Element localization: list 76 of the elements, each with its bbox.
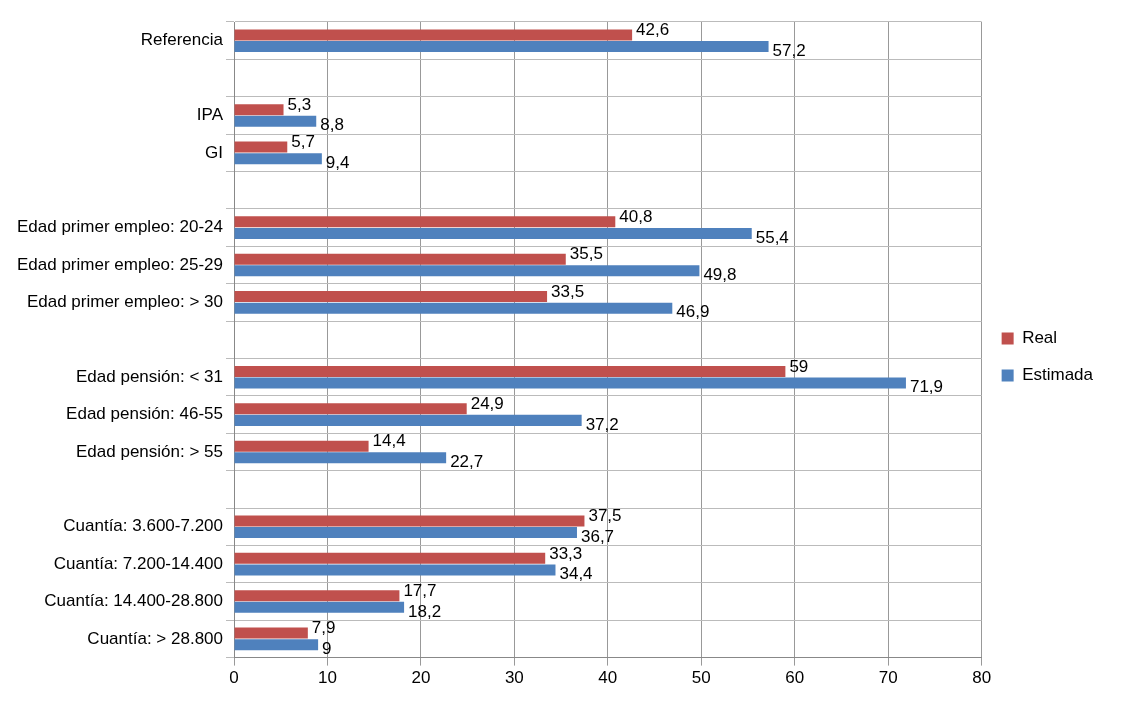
x-tick-label: 70 (878, 668, 898, 688)
legend-label: Real (1022, 328, 1058, 348)
bar (234, 527, 577, 539)
x-tick-label: 80 (972, 668, 992, 688)
data-label: 34,4 (559, 564, 593, 584)
y-tick-label: Edad primer empleo: 25-29 (16, 254, 223, 274)
data-label: 42,6 (636, 20, 670, 40)
data-label: 24,9 (470, 393, 504, 413)
bar (234, 627, 308, 639)
bar (234, 302, 673, 314)
data-label: 36,7 (580, 526, 615, 546)
bar (234, 552, 546, 564)
bar (234, 29, 633, 41)
x-tick-label: 10 (317, 668, 337, 688)
data-label: 8,8 (320, 115, 344, 135)
data-label: 7,9 (311, 618, 336, 638)
data-label: 17,7 (403, 580, 437, 600)
bar (234, 377, 906, 389)
bar (234, 216, 616, 228)
x-tick-label: 30 (504, 668, 524, 688)
data-label: 37,5 (588, 506, 622, 526)
bar (234, 40, 769, 52)
bar (234, 564, 556, 576)
bar (234, 141, 288, 153)
data-label: 9 (322, 638, 332, 658)
bar (234, 414, 582, 426)
data-label: 40,8 (619, 207, 653, 227)
bar (234, 115, 317, 127)
bar (234, 291, 548, 303)
y-tick-label: Edad pensión: 46-55 (66, 404, 223, 424)
x-tick-label: 60 (785, 668, 805, 688)
x-tick-label: 0 (229, 668, 239, 688)
x-tick-label: 20 (411, 668, 431, 688)
y-tick-label: Cuantía: > 28.800 (87, 628, 223, 648)
data-label: 18,2 (408, 601, 442, 621)
bar (234, 104, 284, 116)
data-label: 33,5 (551, 281, 585, 301)
y-tick-label: Edad pensión: < 31 (76, 366, 223, 386)
bar (234, 265, 700, 277)
bar (234, 227, 752, 239)
data-label: 33,3 (549, 543, 583, 563)
y-tick-label: GI (205, 142, 223, 162)
bar (234, 440, 369, 452)
y-tick-label: Edad primer empleo: > 30 (26, 292, 223, 312)
bar (234, 452, 447, 464)
data-label: 71,9 (909, 377, 944, 397)
y-tick-label: Cuantía: 3.600-7.200 (63, 516, 223, 536)
data-label: 9,4 (325, 152, 350, 172)
y-tick-label: Edad pensión: > 55 (76, 441, 223, 461)
data-label: 59 (789, 356, 809, 376)
bar (234, 365, 786, 377)
data-label: 37,2 (585, 414, 619, 434)
data-label: 49,8 (703, 265, 737, 285)
bar (234, 515, 585, 527)
x-tick-label: 50 (691, 668, 711, 688)
data-label: 5,3 (287, 94, 312, 114)
y-tick-label: IPA (196, 105, 224, 125)
legend-label: Estimada (1022, 365, 1094, 385)
data-label: 35,5 (569, 244, 603, 264)
bar (234, 601, 405, 613)
data-label: 57,2 (772, 40, 806, 60)
bar (234, 590, 400, 602)
y-tick-label: Edad primer empleo: 20-24 (16, 217, 223, 237)
data-label: 46,9 (676, 302, 710, 322)
data-label: 5,7 (291, 132, 315, 152)
y-tick-label: Referencia (140, 30, 224, 50)
bar (234, 153, 322, 165)
data-label: 55,4 (755, 227, 789, 247)
bar (234, 253, 566, 265)
bar (234, 639, 319, 651)
data-label: 22,7 (450, 451, 484, 471)
y-tick-label: Cuantía: 7.200-14.400 (53, 553, 223, 573)
bar (234, 403, 467, 415)
data-label: 14,4 (372, 431, 406, 451)
x-tick-label: 40 (598, 668, 618, 688)
y-tick-label: Cuantía: 14.400-28.800 (44, 591, 223, 611)
